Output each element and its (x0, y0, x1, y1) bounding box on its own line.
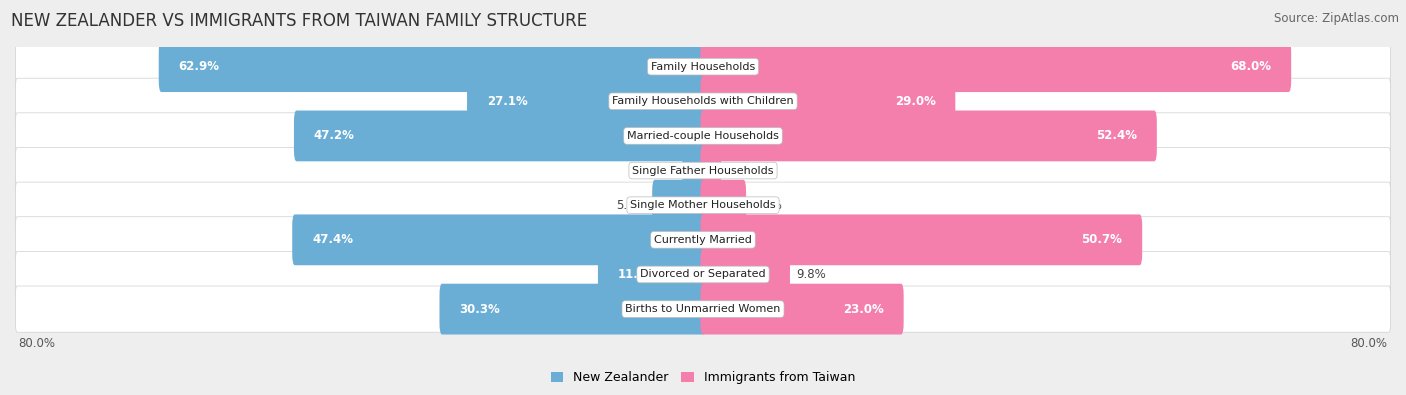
Text: Currently Married: Currently Married (654, 235, 752, 245)
Text: Source: ZipAtlas.com: Source: ZipAtlas.com (1274, 12, 1399, 25)
FancyBboxPatch shape (15, 147, 1391, 194)
FancyBboxPatch shape (294, 111, 706, 161)
Text: Family Households with Children: Family Households with Children (612, 96, 794, 106)
Text: Single Mother Households: Single Mother Households (630, 200, 776, 210)
Text: 68.0%: 68.0% (1230, 60, 1271, 73)
Text: 80.0%: 80.0% (1351, 337, 1388, 350)
Text: 5.6%: 5.6% (616, 199, 647, 212)
FancyBboxPatch shape (15, 286, 1391, 332)
Text: Family Households: Family Households (651, 62, 755, 71)
Text: 1.8%: 1.8% (727, 164, 756, 177)
Text: 2.1%: 2.1% (647, 164, 676, 177)
FancyBboxPatch shape (700, 76, 955, 127)
Text: 47.2%: 47.2% (314, 130, 354, 143)
FancyBboxPatch shape (700, 284, 904, 335)
FancyBboxPatch shape (15, 43, 1391, 90)
Text: 4.7%: 4.7% (752, 199, 782, 212)
Text: 30.3%: 30.3% (460, 303, 501, 316)
Text: 9.8%: 9.8% (796, 268, 825, 281)
Legend: New Zealander, Immigrants from Taiwan: New Zealander, Immigrants from Taiwan (546, 367, 860, 389)
FancyBboxPatch shape (15, 217, 1391, 263)
Text: 47.4%: 47.4% (312, 233, 353, 246)
Text: 23.0%: 23.0% (844, 303, 884, 316)
FancyBboxPatch shape (700, 145, 721, 196)
FancyBboxPatch shape (682, 145, 706, 196)
Text: 27.1%: 27.1% (486, 95, 527, 108)
Text: 29.0%: 29.0% (894, 95, 935, 108)
Text: 62.9%: 62.9% (179, 60, 219, 73)
FancyBboxPatch shape (159, 41, 706, 92)
FancyBboxPatch shape (292, 214, 706, 265)
FancyBboxPatch shape (15, 182, 1391, 228)
FancyBboxPatch shape (700, 249, 790, 300)
FancyBboxPatch shape (700, 111, 1157, 161)
Text: Births to Unmarried Women: Births to Unmarried Women (626, 304, 780, 314)
FancyBboxPatch shape (15, 78, 1391, 124)
FancyBboxPatch shape (15, 113, 1391, 159)
FancyBboxPatch shape (652, 180, 706, 231)
FancyBboxPatch shape (440, 284, 706, 335)
FancyBboxPatch shape (700, 214, 1142, 265)
Text: 52.4%: 52.4% (1097, 130, 1137, 143)
FancyBboxPatch shape (15, 251, 1391, 297)
Text: 80.0%: 80.0% (18, 337, 55, 350)
Text: NEW ZEALANDER VS IMMIGRANTS FROM TAIWAN FAMILY STRUCTURE: NEW ZEALANDER VS IMMIGRANTS FROM TAIWAN … (11, 12, 588, 30)
Text: Married-couple Households: Married-couple Households (627, 131, 779, 141)
Text: Divorced or Separated: Divorced or Separated (640, 269, 766, 280)
FancyBboxPatch shape (700, 180, 747, 231)
Text: 50.7%: 50.7% (1081, 233, 1122, 246)
FancyBboxPatch shape (598, 249, 706, 300)
Text: 11.9%: 11.9% (617, 268, 658, 281)
FancyBboxPatch shape (467, 76, 706, 127)
FancyBboxPatch shape (700, 41, 1291, 92)
Text: Single Father Households: Single Father Households (633, 166, 773, 175)
